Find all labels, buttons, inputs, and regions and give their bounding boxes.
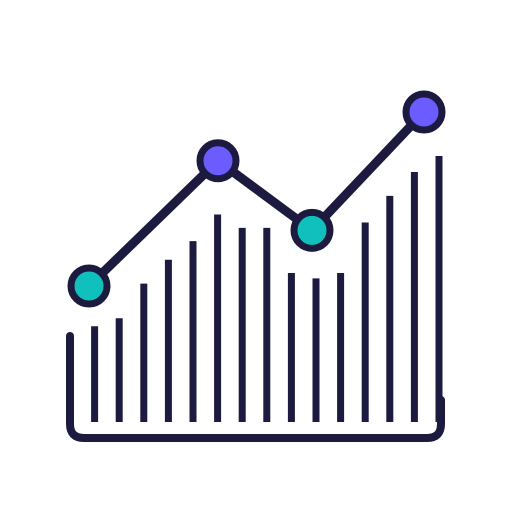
bars-group xyxy=(66,156,443,422)
marker-2 xyxy=(196,139,240,183)
marker-3 xyxy=(290,208,334,252)
markers-group xyxy=(67,90,446,308)
chart-baseline xyxy=(66,332,445,442)
marker-4 xyxy=(402,90,446,134)
marker-1 xyxy=(67,264,111,308)
trend-line xyxy=(84,107,429,291)
